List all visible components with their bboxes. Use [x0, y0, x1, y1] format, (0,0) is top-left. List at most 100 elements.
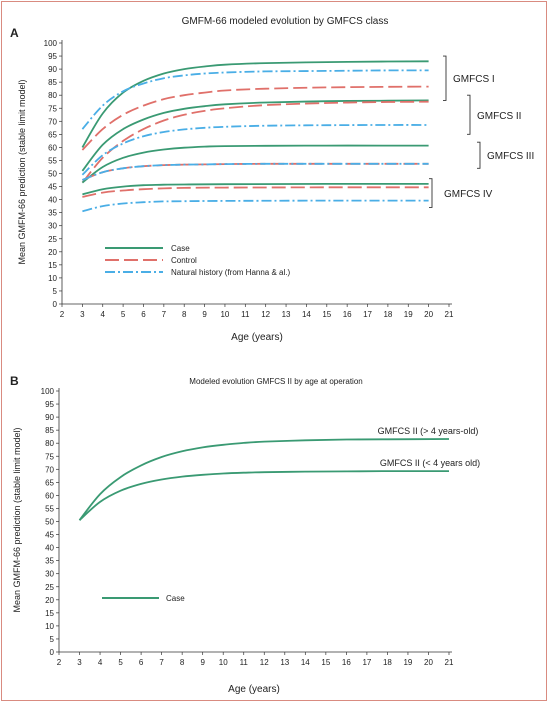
- panel-a-bracket: [477, 141, 481, 169]
- panel-a-y-tick-label: 100: [44, 39, 58, 48]
- panel-a-gmfcs-i-control-line: [81, 85, 429, 151]
- panel-b-x-tick-label: 13: [280, 658, 289, 667]
- panel-b-x-tick-label: 9: [200, 658, 205, 667]
- panel-a-y-tick-label: 75: [48, 104, 57, 113]
- panel-b-y-tick-label: 35: [45, 557, 54, 566]
- panel-b-x-tick-label: 7: [159, 658, 164, 667]
- panel-b-y-tick-label: 65: [45, 478, 54, 487]
- panel-b-x-tick-label: 6: [139, 658, 144, 667]
- panel-a-bracket: [429, 178, 433, 208]
- panel-b-x-tick-label: 8: [180, 658, 185, 667]
- panel-a-group-label: GMFCS III: [487, 151, 534, 162]
- panel-a-x-tick-label: 8: [182, 310, 187, 319]
- panel-b-x-axis-label: Age (years): [228, 684, 280, 695]
- panel-b-y-tick-label: 85: [45, 426, 54, 435]
- panel-a-y-tick-label: 50: [48, 170, 57, 179]
- panel-b-x-tick-label: 4: [98, 658, 103, 667]
- panel-a-gmfcs-iii-case-line: [81, 144, 429, 184]
- panel-a-y-tick-label: 5: [53, 287, 58, 296]
- panel-a-y-tick-label: 55: [48, 156, 57, 165]
- panel-a-x-tick-label: 9: [202, 310, 207, 319]
- panel-a-legend-label-natural: Natural history (from Hanna & al.): [171, 268, 290, 277]
- panel-b-x-tick-label: 21: [445, 658, 454, 667]
- panel-b-series-label: GMFCS II (> 4 years-old): [378, 426, 479, 436]
- panel-b-y-tick-label: 60: [45, 491, 54, 500]
- panel-a-x-tick-label: 3: [80, 310, 85, 319]
- panel-a-legend-label-control: Control: [171, 256, 197, 265]
- panel-a-y-tick-label: 80: [48, 91, 57, 100]
- panel-b-y-tick-label: 45: [45, 531, 54, 540]
- panel-a-x-tick-label: 5: [121, 310, 126, 319]
- panel-a-gmfcs-iv-natural-line: [82, 199, 429, 213]
- panel-a-x-tick-label: 7: [162, 310, 167, 319]
- panel-a-gmfcs-i-natural-line: [81, 69, 429, 130]
- panel-a-x-tick-label: 14: [302, 310, 311, 319]
- panel-a-gmfcs-iv-case-line: [82, 182, 429, 196]
- panel-b-legend-label-case: Case: [166, 594, 185, 603]
- panel-a-x-tick-label: 2: [60, 310, 65, 319]
- panel-b-title: Modeled evolution GMFCS II by age at ope…: [189, 377, 362, 386]
- panel-a-x-tick-label: 11: [241, 310, 250, 319]
- panel-b-x-tick-label: 3: [77, 658, 82, 667]
- panel-b-y-tick-label: 100: [41, 387, 55, 396]
- panel-a-group-label: GMFCS I: [453, 74, 495, 85]
- panel-a-group-label: GMFCS IV: [444, 189, 493, 200]
- panel-b-x-tick-label: 11: [240, 658, 249, 667]
- panel-a-y-tick-label: 95: [48, 52, 57, 61]
- panel-a-y-tick-label: 10: [48, 274, 57, 283]
- panel-b-y-tick-label: 20: [45, 596, 54, 605]
- panel-a-x-tick-label: 12: [261, 310, 270, 319]
- panel-b-x-tick-label: 14: [301, 658, 310, 667]
- panel-a-y-tick-label: 40: [48, 196, 57, 205]
- panel-a-x-tick-label: 15: [322, 310, 331, 319]
- panel-a-y-tick-label: 15: [48, 261, 57, 270]
- panel-a-y-tick-label: 70: [48, 117, 57, 126]
- panel-b-y-tick-label: 50: [45, 518, 54, 527]
- panel-b-y-tick-label: 25: [45, 583, 54, 592]
- panel-b-series-1-case-line: [78, 470, 449, 521]
- panel-b-x-tick-label: 15: [321, 658, 330, 667]
- panel-b-letter: B: [10, 374, 19, 388]
- panel-b-y-tick-label: 90: [45, 413, 54, 422]
- panel-b-y-tick-label: 40: [45, 544, 54, 553]
- panel-b-y-tick-label: 5: [50, 635, 55, 644]
- panel-b-y-tick-label: 10: [45, 622, 54, 631]
- panel-b-y-tick-label: 15: [45, 609, 54, 618]
- panel-a-y-tick-label: 35: [48, 209, 57, 218]
- panel-b-x-tick-label: 16: [342, 658, 351, 667]
- panel-a-x-tick-label: 18: [383, 310, 392, 319]
- panel-a-x-tick-label: 19: [404, 310, 413, 319]
- panel-a-y-tick-label: 85: [48, 78, 57, 87]
- panel-b-x-tick-label: 20: [424, 658, 433, 667]
- panel-a-y-tick-label: 90: [48, 65, 57, 74]
- panel-b-x-tick-label: 19: [403, 658, 412, 667]
- panel-b-series-label: GMFCS II (< 4 years old): [380, 458, 480, 468]
- panel-b-y-tick-label: 0: [50, 648, 55, 657]
- panel-a-x-tick-label: 10: [220, 310, 229, 319]
- panel-b-y-tick-label: 70: [45, 465, 54, 474]
- panel-a-gmfcs-iii-control-line: [82, 162, 429, 181]
- panel-a-x-axis-label: Age (years): [231, 332, 283, 343]
- panel-a-bracket: [443, 55, 447, 101]
- panel-a-bracket: [467, 94, 471, 135]
- panel-a-group-label: GMFCS II: [477, 111, 521, 122]
- panel-a-x-tick-label: 16: [343, 310, 352, 319]
- panel-b-x-tick-label: 2: [57, 658, 62, 667]
- panel-a-gmfcs-iv-control-line: [82, 186, 429, 198]
- panel-b-y-tick-label: 80: [45, 439, 54, 448]
- panel-a-y-tick-label: 25: [48, 235, 57, 244]
- panel-a-y-tick-label: 65: [48, 130, 57, 139]
- panel-a-gmfcs-iii-natural-line: [82, 162, 429, 181]
- panel-a-x-tick-label: 20: [424, 310, 433, 319]
- panel-a-y-axis-label: Mean GMFM-66 prediction (stable limit mo…: [17, 79, 27, 264]
- panel-b-x-tick-label: 10: [219, 658, 228, 667]
- panel-a-letter: A: [10, 26, 19, 40]
- panel-a-gmfcs-i-case-line: [81, 60, 429, 148]
- panel-a-gmfcs-ii-control-line: [81, 100, 429, 184]
- panel-a-x-tick-label: 4: [101, 310, 106, 319]
- panel-b-series-0-case-line: [78, 438, 450, 521]
- panel-b-x-tick-label: 12: [260, 658, 269, 667]
- panel-b-x-tick-label: 5: [118, 658, 123, 667]
- panel-a-y-tick-label: 30: [48, 222, 57, 231]
